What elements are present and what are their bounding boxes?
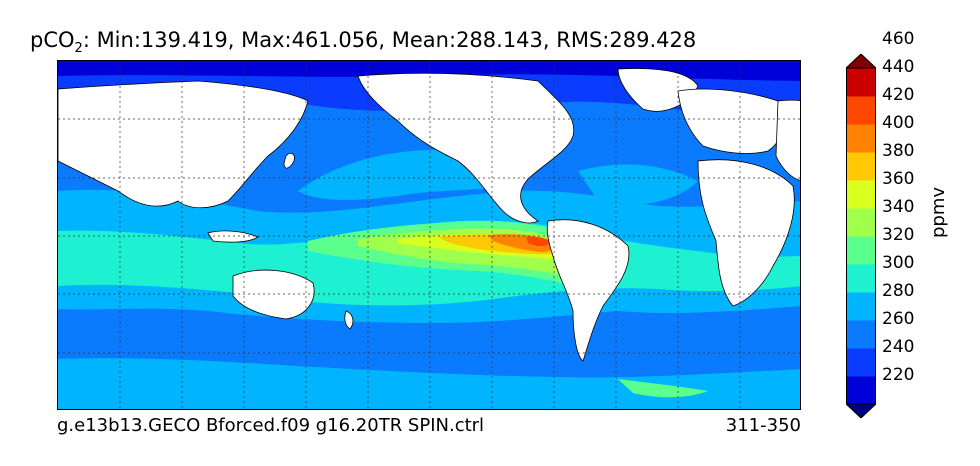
colorbar-tick-label: 340 [882, 197, 915, 217]
colorbar [846, 54, 876, 418]
colorbar-segment [846, 68, 876, 97]
land-south-america [546, 219, 630, 362]
land-europe [677, 88, 784, 154]
contour-band-eqpac-420 [526, 236, 550, 246]
colorbar-tick-label: 420 [882, 85, 915, 105]
title-subscript: 2 [74, 41, 83, 57]
land-north-america [357, 72, 575, 224]
colorbar-segment [846, 152, 876, 181]
colorbar-tick-label: 460 [882, 29, 915, 49]
plot-title: pCO2: Min:139.419, Max:461.056, Mean:288… [30, 28, 696, 56]
contour-band-south-320 [618, 379, 708, 398]
colorbar-tick-label: 300 [882, 253, 915, 273]
land-asia-east-wrap [775, 99, 800, 181]
colorbar-tick-label: 220 [882, 365, 915, 385]
colorbar-extend-min [846, 403, 876, 418]
colorbar-segment [846, 348, 876, 377]
colorbar-tick-label: 400 [882, 113, 915, 133]
colorbar-segment [846, 320, 876, 349]
colorbar-segment [846, 376, 876, 405]
colorbar-tick-label: 240 [882, 337, 915, 357]
colorbar-outline [846, 67, 876, 405]
contour-band-natlantic-280 [578, 164, 698, 205]
colorbar-label: ppmv [928, 186, 949, 238]
pco2-map [58, 61, 800, 409]
colorbar-segment [846, 292, 876, 321]
colorbar-tick-label: 440 [882, 57, 915, 77]
colorbar-segment [846, 96, 876, 125]
land-asia [58, 80, 309, 209]
year-range-label: 311-350 [725, 415, 801, 436]
case-name-label: g.e13b13.GECO Bforced.f09 g16.20TR SPIN.… [57, 415, 485, 436]
colorbar-segment [846, 236, 876, 265]
land-africa [697, 159, 795, 307]
contour-band-south-280 [58, 358, 800, 409]
colorbar-tick-label: 380 [882, 141, 915, 161]
colorbar-extend-max [846, 54, 876, 69]
colorbar-tick-label: 260 [882, 309, 915, 329]
land-japan [283, 152, 295, 169]
contour-band-south-260 [58, 309, 800, 370]
colorbar-tick-label: 360 [882, 169, 915, 189]
land-australia [232, 269, 315, 320]
title-prefix: pCO [30, 28, 75, 52]
colorbar-tick-label: 320 [882, 225, 915, 245]
colorbar-segment [846, 124, 876, 153]
land-new-zealand [344, 310, 354, 330]
colorbar-segment [846, 180, 876, 209]
colorbar-segment [846, 208, 876, 237]
contour-band-npacific-280 [298, 150, 508, 200]
colorbar-segment [846, 264, 876, 293]
colorbar-tick-label: 280 [882, 281, 915, 301]
graticule [58, 61, 800, 409]
land-masses [58, 68, 800, 362]
map-panel [57, 60, 801, 410]
contour-band-north-220 [58, 61, 800, 81]
land-indonesia [207, 230, 259, 243]
title-stats: : Min:139.419, Max:461.056, Mean:288.143… [82, 28, 697, 52]
